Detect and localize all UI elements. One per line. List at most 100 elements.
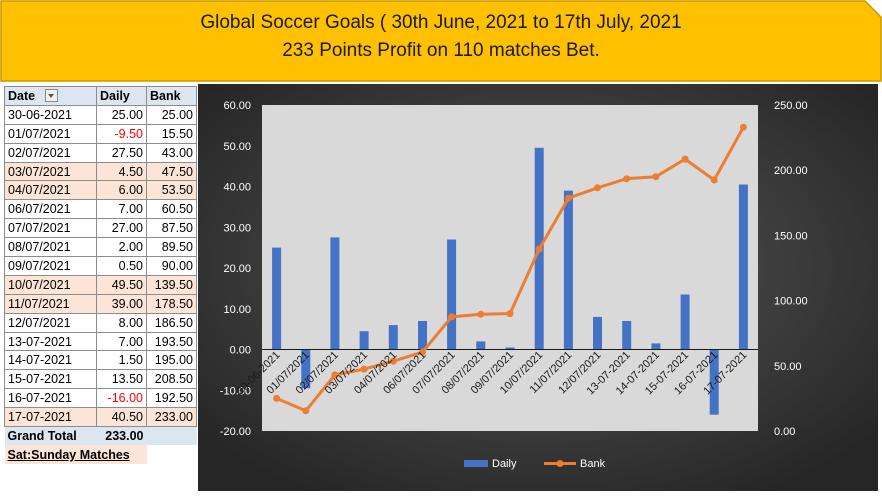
bank-point — [389, 357, 397, 365]
bank-point — [710, 176, 718, 184]
bank-line-series — [273, 123, 747, 415]
right-axis-tick: 50.00 — [774, 361, 802, 373]
date-cell: 11/07/2021 — [4, 293, 97, 314]
daily-bar — [272, 247, 282, 350]
legend-daily-label: Daily — [492, 458, 517, 470]
grand-total-value: 233.00 — [96, 426, 147, 446]
daily-cell: 7.00 — [96, 331, 147, 352]
date-cell: 15-07-2021 — [4, 369, 97, 390]
daily-bar — [563, 190, 573, 350]
legend-daily-swatch — [464, 460, 488, 467]
date-column-header[interactable]: Date — [4, 86, 97, 106]
daily-cell: 27.00 — [96, 218, 147, 239]
daily-cell: 6.00 — [96, 180, 147, 201]
bank-point — [506, 310, 514, 318]
daily-bar — [505, 347, 515, 350]
daily-cell: -9.50 — [96, 123, 147, 144]
filter-dropdown-icon[interactable] — [45, 89, 59, 103]
left-axis-tick: -20.00 — [220, 426, 251, 438]
bank-cell: 233.00 — [146, 407, 197, 428]
daily-cell: -16.00 — [96, 388, 147, 409]
daily-bar — [359, 331, 369, 350]
date-cell: 08/07/2021 — [4, 237, 97, 258]
saturday-sunday-note: Sat:Sunday Matches — [4, 445, 147, 465]
daily-bar — [476, 341, 486, 350]
bank-cell: 15.50 — [146, 123, 197, 144]
bank-point — [652, 173, 660, 181]
data-table: Date Daily Bank 30-06-2021 25.00 25.00 01/0… — [4, 86, 197, 465]
right-axis-tick: 100.00 — [774, 296, 808, 308]
table-row: 04/07/2021 6.00 53.50 — [4, 180, 197, 201]
table-row: 03/07/2021 4.50 47.50 — [4, 161, 197, 182]
daily-bar — [680, 294, 690, 350]
bank-cell: 193.50 — [146, 331, 197, 352]
note-blank — [147, 445, 197, 464]
bank-point — [623, 175, 631, 183]
bank-point — [360, 365, 368, 373]
table-row: 17-07-2021 40.50 233.00 — [4, 407, 197, 428]
daily-cell: 7.00 — [96, 199, 147, 220]
banner-title-line1: Global Soccer Goals ( 30th June, 2021 to… — [200, 12, 682, 33]
chart-legend: Daily Bank — [464, 458, 606, 470]
bank-point — [564, 194, 572, 202]
table-row: 14-07-2021 1.50 195.00 — [4, 350, 197, 371]
daily-cell: 2.00 — [96, 237, 147, 258]
table-row: 12/07/2021 8.00 186.50 — [4, 312, 197, 333]
daily-bar — [593, 316, 602, 350]
bank-cell: 60.50 — [146, 199, 197, 220]
daily-cell: 4.50 — [96, 161, 147, 182]
bank-cell: 25.00 — [146, 104, 197, 125]
daily-column-header: Daily — [96, 86, 147, 106]
table-row: 06/07/2021 7.00 60.50 — [4, 199, 197, 220]
bank-column-header: Bank — [146, 86, 197, 106]
table-row: 10/07/2021 49.50 139.50 — [4, 274, 197, 295]
bank-point — [419, 348, 426, 356]
table-body: 30-06-2021 25.00 25.00 01/07/2021 -9.50 15.50… — [4, 104, 197, 428]
date-cell: 07/07/2021 — [4, 218, 97, 239]
daily-cell: 0.50 — [96, 256, 147, 276]
daily-cell: 39.00 — [96, 293, 147, 314]
bank-point — [477, 310, 485, 318]
daily-cell: 40.50 — [96, 407, 147, 428]
left-axis-tick: 0.00 — [230, 345, 251, 357]
table-row: 16-07-2021 -16.00 192.50 — [4, 388, 197, 409]
bank-point — [681, 155, 689, 163]
bank-cell: 89.50 — [146, 237, 197, 258]
daily-bar — [388, 325, 398, 350]
right-axis-tick: 200.00 — [774, 165, 808, 177]
bank-cell: 178.50 — [146, 293, 197, 314]
bank-point — [302, 407, 310, 415]
left-axis-tick: 60.00 — [223, 100, 251, 112]
table-row: 15-07-2021 13.50 208.50 — [4, 369, 197, 390]
table-row: 30-06-2021 25.00 25.00 — [4, 104, 197, 125]
date-cell: 13-07-2021 — [4, 331, 97, 352]
bank-cell: 186.50 — [146, 312, 197, 333]
grand-total-row: Grand Total 233.00 — [4, 426, 197, 446]
left-axis-tick: 10.00 — [223, 304, 251, 316]
left-axis-tick: 20.00 — [223, 263, 251, 275]
bank-point — [535, 245, 543, 253]
daily-bar — [622, 321, 632, 350]
date-cell: 14-07-2021 — [4, 350, 97, 371]
table-row: 07/07/2021 27.00 87.50 — [4, 218, 197, 239]
date-cell: 16-07-2021 — [4, 388, 97, 409]
left-axis-tick: 30.00 — [223, 222, 251, 234]
table-row: 01/07/2021 -9.50 15.50 — [4, 123, 197, 144]
table-row: 08/07/2021 2.00 89.50 — [4, 237, 197, 258]
table-header-row: Date Daily Bank — [4, 86, 197, 106]
date-cell: 09/07/2021 — [4, 256, 97, 276]
left-axis-tick: -10.00 — [220, 385, 251, 397]
bank-point — [331, 371, 339, 379]
bank-cell: 90.00 — [146, 256, 197, 276]
bank-point — [448, 313, 456, 321]
daily-bar — [330, 237, 340, 350]
table-row: 02/07/2021 27.50 43.00 — [4, 142, 197, 163]
banner-title-line2: 233 Points Profit on 110 matches Bet. — [282, 40, 600, 61]
date-cell: 17-07-2021 — [4, 407, 97, 428]
daily-cell: 27.50 — [96, 142, 147, 163]
daily-cell: 8.00 — [96, 312, 147, 333]
bank-point — [273, 394, 281, 402]
grand-total-label: Grand Total — [4, 426, 97, 446]
daily-bar — [418, 321, 427, 350]
bank-cell: 43.00 — [146, 142, 197, 163]
